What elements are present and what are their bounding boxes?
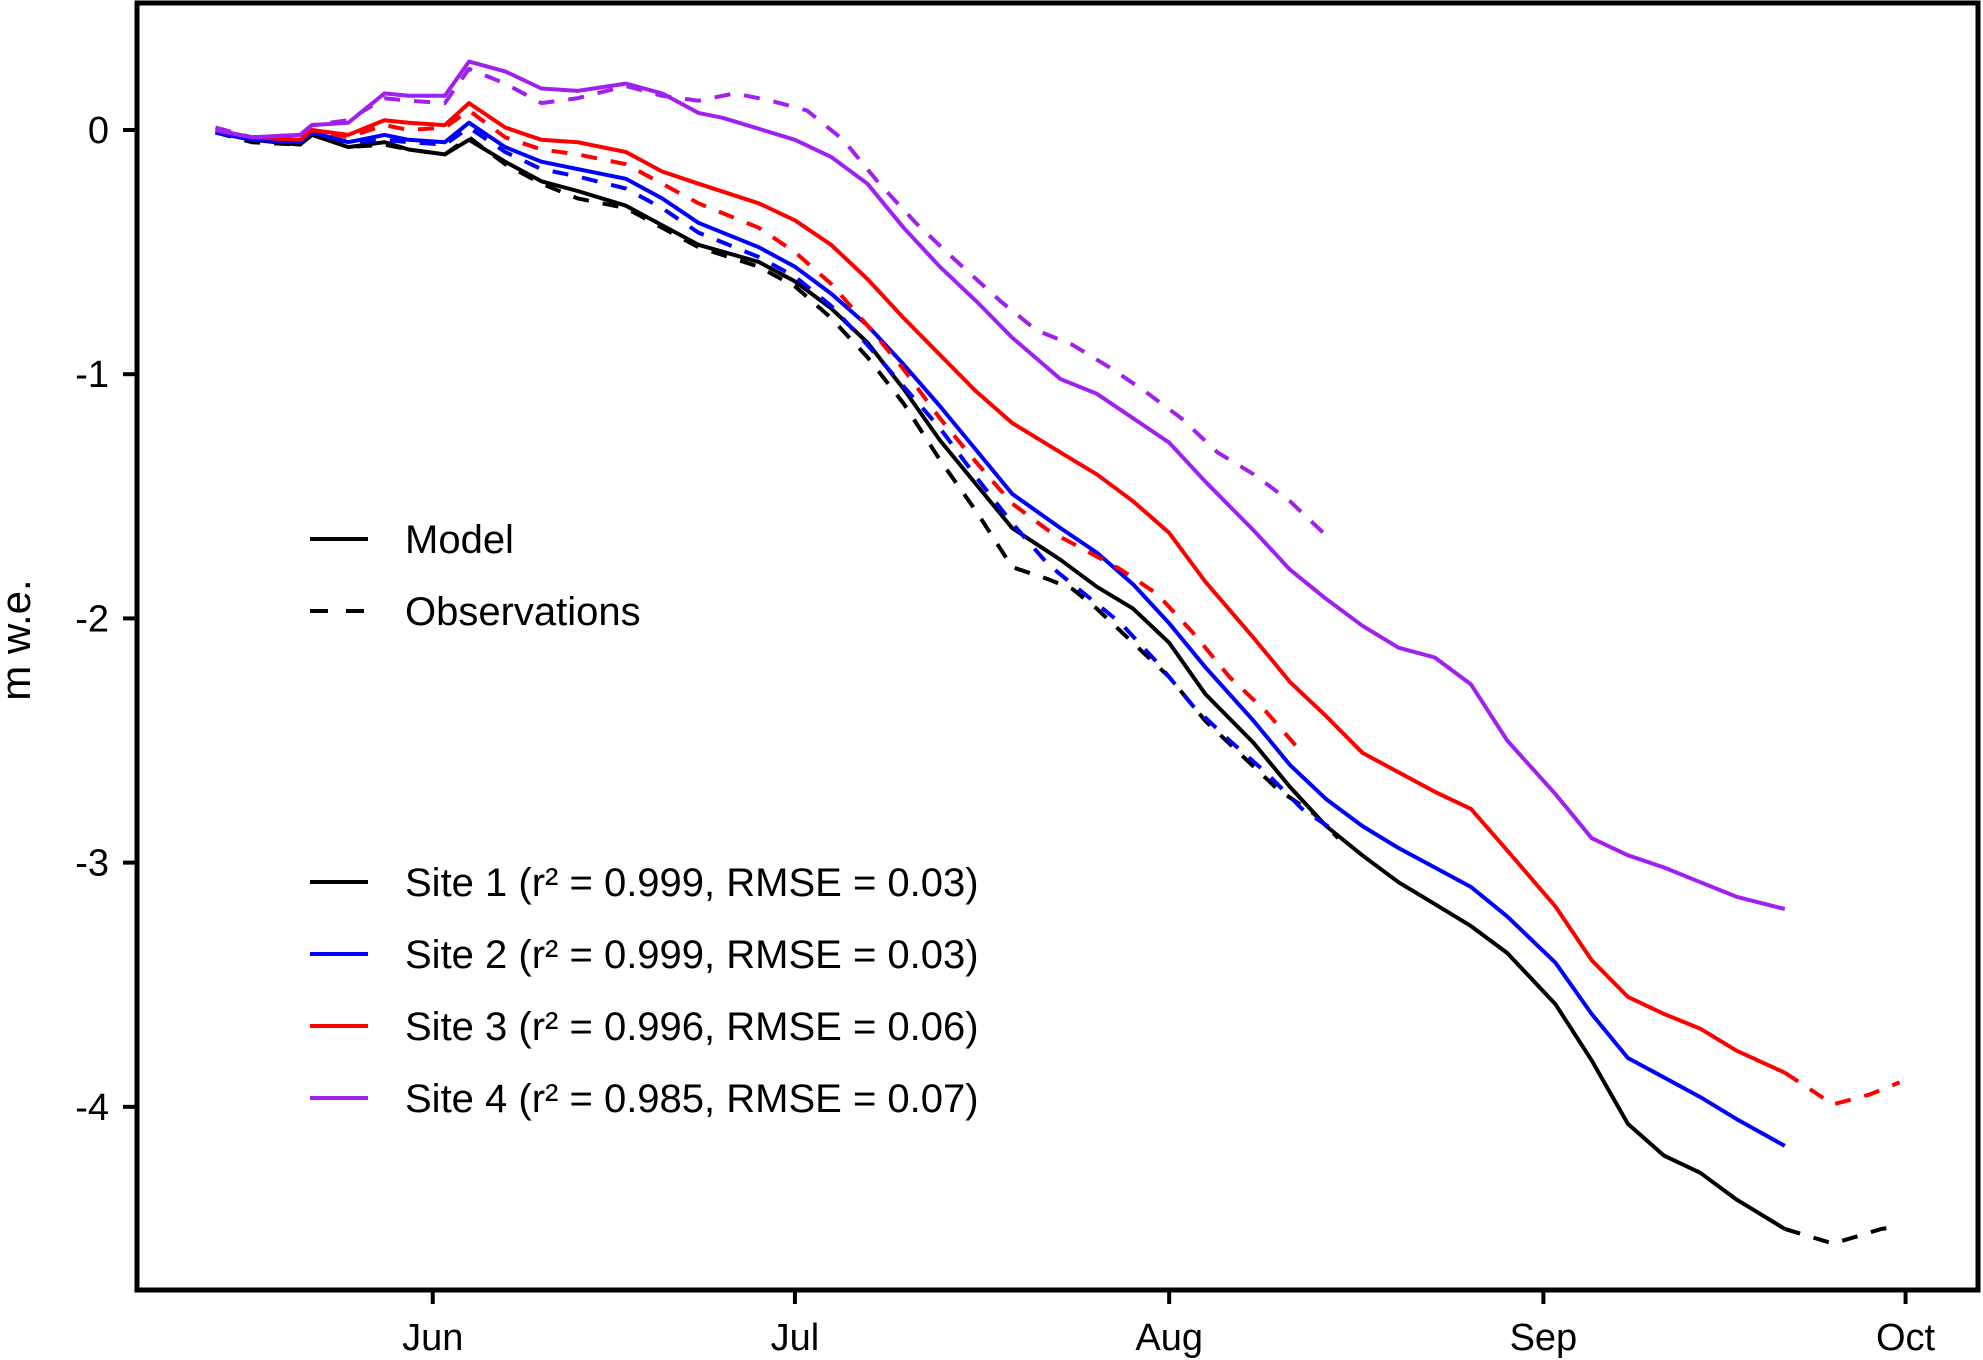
y-tick-label: 0 bbox=[88, 110, 109, 152]
x-tick-label: Aug bbox=[1135, 1317, 1203, 1359]
y-tick-label: -2 bbox=[75, 598, 109, 640]
site4-model-line bbox=[215, 59, 1786, 911]
x-tick-label: Jun bbox=[402, 1317, 463, 1359]
x-axis: Jun Jul Aug Sep Oct bbox=[402, 1290, 1936, 1359]
site4-observations-line bbox=[214, 66, 1328, 537]
y-tick-label: -3 bbox=[75, 843, 109, 885]
y-tick-label: -1 bbox=[75, 354, 109, 396]
x-tick-label: Jul bbox=[771, 1317, 820, 1359]
y-tick-label: -4 bbox=[75, 1087, 109, 1129]
y-axis: 0 -1 -2 -3 -4 bbox=[75, 110, 137, 1129]
plot-frame bbox=[134, 0, 1981, 1293]
site1-observations-line-segment-2 bbox=[1784, 1224, 1900, 1246]
x-tick-label: Sep bbox=[1510, 1317, 1578, 1359]
legend-site4-label: Site 4 (r² = 0.985, RMSE = 0.07) bbox=[405, 1077, 979, 1121]
y-axis-label: m w.e. bbox=[0, 579, 39, 700]
legend-site1-label: Site 1 (r² = 0.999, RMSE = 0.03) bbox=[405, 861, 979, 905]
site3-observations-line-segment-1 bbox=[215, 108, 1304, 755]
legend-site2-label: Site 2 (r² = 0.999, RMSE = 0.03) bbox=[405, 933, 979, 977]
site1-model-line bbox=[215, 130, 1786, 1231]
legend-model-label: Model bbox=[405, 518, 514, 562]
legend-style: Model Observations bbox=[310, 518, 641, 634]
legend-site3-label: Site 3 (r² = 0.996, RMSE = 0.06) bbox=[405, 1005, 979, 1049]
site2-model-line bbox=[215, 120, 1786, 1148]
x-tick-label: Oct bbox=[1876, 1317, 1936, 1359]
site3-model-line bbox=[215, 101, 1786, 1075]
series-layer bbox=[214, 59, 1901, 1246]
site2-observations-line bbox=[215, 125, 1340, 835]
legend-sites: Site 1 (r² = 0.999, RMSE = 0.03) Site 2 … bbox=[310, 861, 979, 1121]
legend-observations-label: Observations bbox=[405, 590, 641, 634]
